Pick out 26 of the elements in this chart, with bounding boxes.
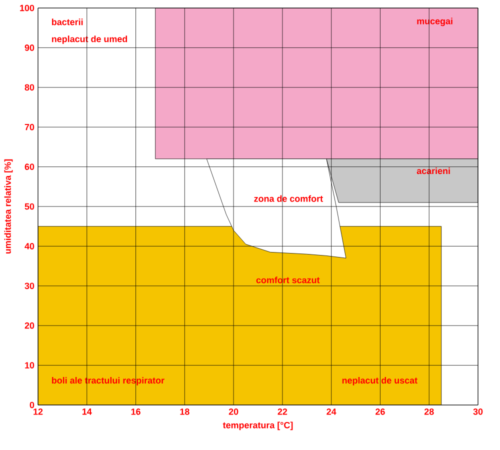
- x-tick-label: 20: [228, 408, 238, 415]
- y-tick-label: 40: [24, 243, 34, 250]
- x-tick-label: 28: [424, 408, 434, 415]
- x-tick-label: 26: [376, 408, 385, 415]
- y-tick-label: 10: [25, 362, 34, 368]
- x-tick-label: 30: [473, 408, 483, 415]
- y-tick-label: 90: [24, 44, 34, 51]
- annotation: bacterii: [52, 18, 83, 26]
- x-tick-label: 22: [278, 408, 288, 415]
- x-tick-label: 24: [326, 408, 336, 415]
- x-tick-label: 16: [131, 408, 140, 415]
- y-axis-title: umiditatea relativa [%]: [4, 159, 13, 254]
- y-tick-label: 30: [24, 282, 34, 290]
- y-tick-label: 60: [24, 164, 34, 170]
- annotation: neplacut de uscat: [342, 377, 418, 386]
- x-axis-title: temperatura [°C]: [222, 422, 293, 430]
- y-tick-label: 0: [30, 402, 34, 408]
- y-tick-label: 20: [24, 322, 34, 329]
- y-tick-label: 80: [24, 84, 34, 91]
- y-tick-label: 70: [24, 124, 34, 130]
- y-tick-label: 100: [20, 4, 34, 12]
- y-tick-label: 50: [24, 203, 34, 210]
- x-tick-label: 14: [82, 408, 92, 415]
- x-tick-label: 18: [180, 408, 190, 415]
- x-tick-label: 12: [34, 408, 43, 415]
- annotation: zona de comfort: [254, 195, 323, 202]
